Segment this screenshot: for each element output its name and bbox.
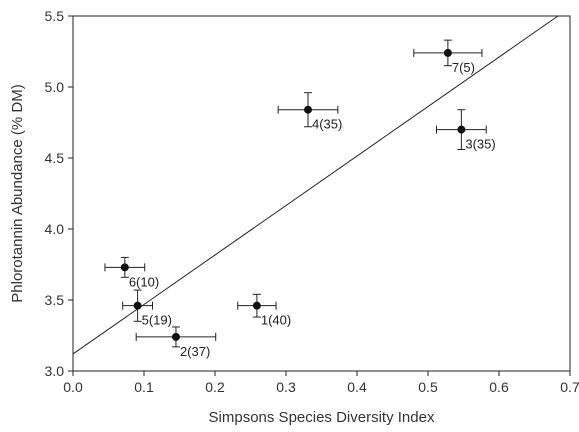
x-axis-title: Simpsons Species Diversity Index [209, 409, 435, 426]
data-point-label: 5(19) [142, 313, 172, 328]
data-point-group: 7(5) [413, 39, 483, 75]
x-tick-label: 0.3 [276, 379, 296, 395]
data-points: 1(40) 2(37) 3(35) 4(35) 5(19) 6(10) 7(5) [104, 39, 496, 359]
data-point-label: 6(10) [129, 274, 159, 289]
y-tick-label: 5.0 [45, 79, 65, 95]
data-point-label: 4(35) [312, 117, 342, 132]
data-point-group: 2(37) [135, 326, 217, 359]
y-tick-label: 5.5 [45, 8, 65, 24]
y-axis: 3.0 3.5 4.0 4.5 5.0 5.5 [45, 8, 73, 379]
data-point [133, 301, 142, 310]
plot-frame [72, 15, 571, 372]
data-point [457, 125, 466, 134]
x-tick-label: 0.5 [418, 379, 438, 395]
x-tick-label: 0.6 [489, 379, 509, 395]
y-tick-label: 4.0 [45, 221, 65, 237]
data-point-group: 5(19) [122, 289, 172, 328]
x-tick-label: 0.4 [347, 379, 367, 395]
data-point [171, 332, 180, 341]
data-point [120, 263, 129, 272]
data-point-label: 3(35) [465, 137, 495, 152]
data-point [252, 301, 261, 310]
data-point-group: 4(35) [277, 92, 342, 132]
data-point-group: 1(40) [237, 293, 291, 328]
data-point [304, 105, 313, 114]
data-point [443, 48, 452, 57]
y-tick-label: 3.0 [45, 363, 65, 379]
data-point-label: 7(5) [452, 60, 475, 75]
data-point-label: 2(37) [180, 344, 210, 359]
y-tick-label: 3.5 [45, 292, 65, 308]
x-tick-label: 0.0 [63, 379, 83, 395]
data-point-label: 1(40) [261, 313, 291, 328]
data-point-group: 6(10) [104, 256, 159, 289]
y-axis-title: Phlorotannin Abundance (% DM) [9, 84, 26, 302]
x-tick-label: 0.2 [205, 379, 225, 395]
data-point-group: 3(35) [436, 109, 496, 152]
x-tick-label: 0.1 [134, 379, 154, 395]
x-axis: 0.0 0.1 0.2 0.3 0.4 0.5 0.6 0.7 [63, 371, 579, 395]
x-tick-label: 0.7 [560, 379, 579, 395]
y-tick-label: 4.5 [45, 150, 65, 166]
regression-line [72, 15, 559, 355]
